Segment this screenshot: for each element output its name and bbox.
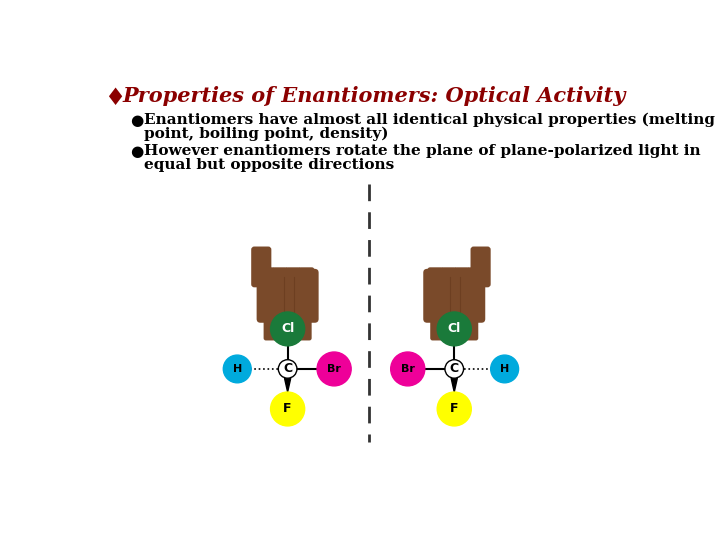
Text: ●: ● (130, 144, 143, 159)
Text: Properties of Enantiomers: Optical Activity: Properties of Enantiomers: Optical Activ… (122, 86, 626, 106)
FancyBboxPatch shape (264, 313, 312, 340)
Circle shape (317, 352, 351, 386)
Circle shape (437, 392, 472, 426)
FancyBboxPatch shape (271, 267, 289, 323)
Text: ♦: ♦ (104, 86, 125, 110)
FancyBboxPatch shape (423, 269, 485, 323)
Text: ●: ● (130, 112, 143, 127)
FancyBboxPatch shape (441, 267, 457, 323)
Polygon shape (284, 378, 291, 392)
Circle shape (490, 355, 518, 383)
Text: Cl: Cl (281, 322, 294, 335)
Text: F: F (450, 402, 459, 415)
Text: H: H (500, 364, 509, 374)
FancyBboxPatch shape (471, 247, 490, 287)
Circle shape (271, 312, 305, 346)
FancyBboxPatch shape (454, 267, 471, 323)
Text: C: C (283, 362, 292, 375)
Text: C: C (450, 362, 459, 375)
FancyBboxPatch shape (251, 247, 271, 287)
FancyBboxPatch shape (467, 267, 484, 314)
Text: Br: Br (327, 364, 341, 374)
Text: Br: Br (401, 364, 415, 374)
FancyBboxPatch shape (297, 267, 315, 316)
Text: H: H (233, 364, 242, 374)
Text: equal but opposite directions: equal but opposite directions (144, 158, 395, 172)
Text: F: F (284, 402, 292, 415)
Circle shape (223, 355, 251, 383)
Text: point, boiling point, density): point, boiling point, density) (144, 126, 389, 141)
FancyBboxPatch shape (256, 269, 319, 323)
Text: Cl: Cl (448, 322, 461, 335)
Circle shape (391, 352, 425, 386)
Circle shape (271, 392, 305, 426)
Circle shape (445, 360, 464, 378)
Circle shape (437, 312, 472, 346)
FancyBboxPatch shape (431, 313, 478, 340)
FancyBboxPatch shape (284, 267, 302, 323)
FancyBboxPatch shape (258, 267, 275, 314)
Text: Enantiomers have almost all identical physical properties (melting: Enantiomers have almost all identical ph… (144, 112, 715, 127)
FancyBboxPatch shape (427, 267, 444, 316)
Circle shape (279, 360, 297, 378)
Polygon shape (451, 378, 457, 392)
Text: However enantiomers rotate the plane of plane-polarized light in: However enantiomers rotate the plane of … (144, 144, 701, 158)
